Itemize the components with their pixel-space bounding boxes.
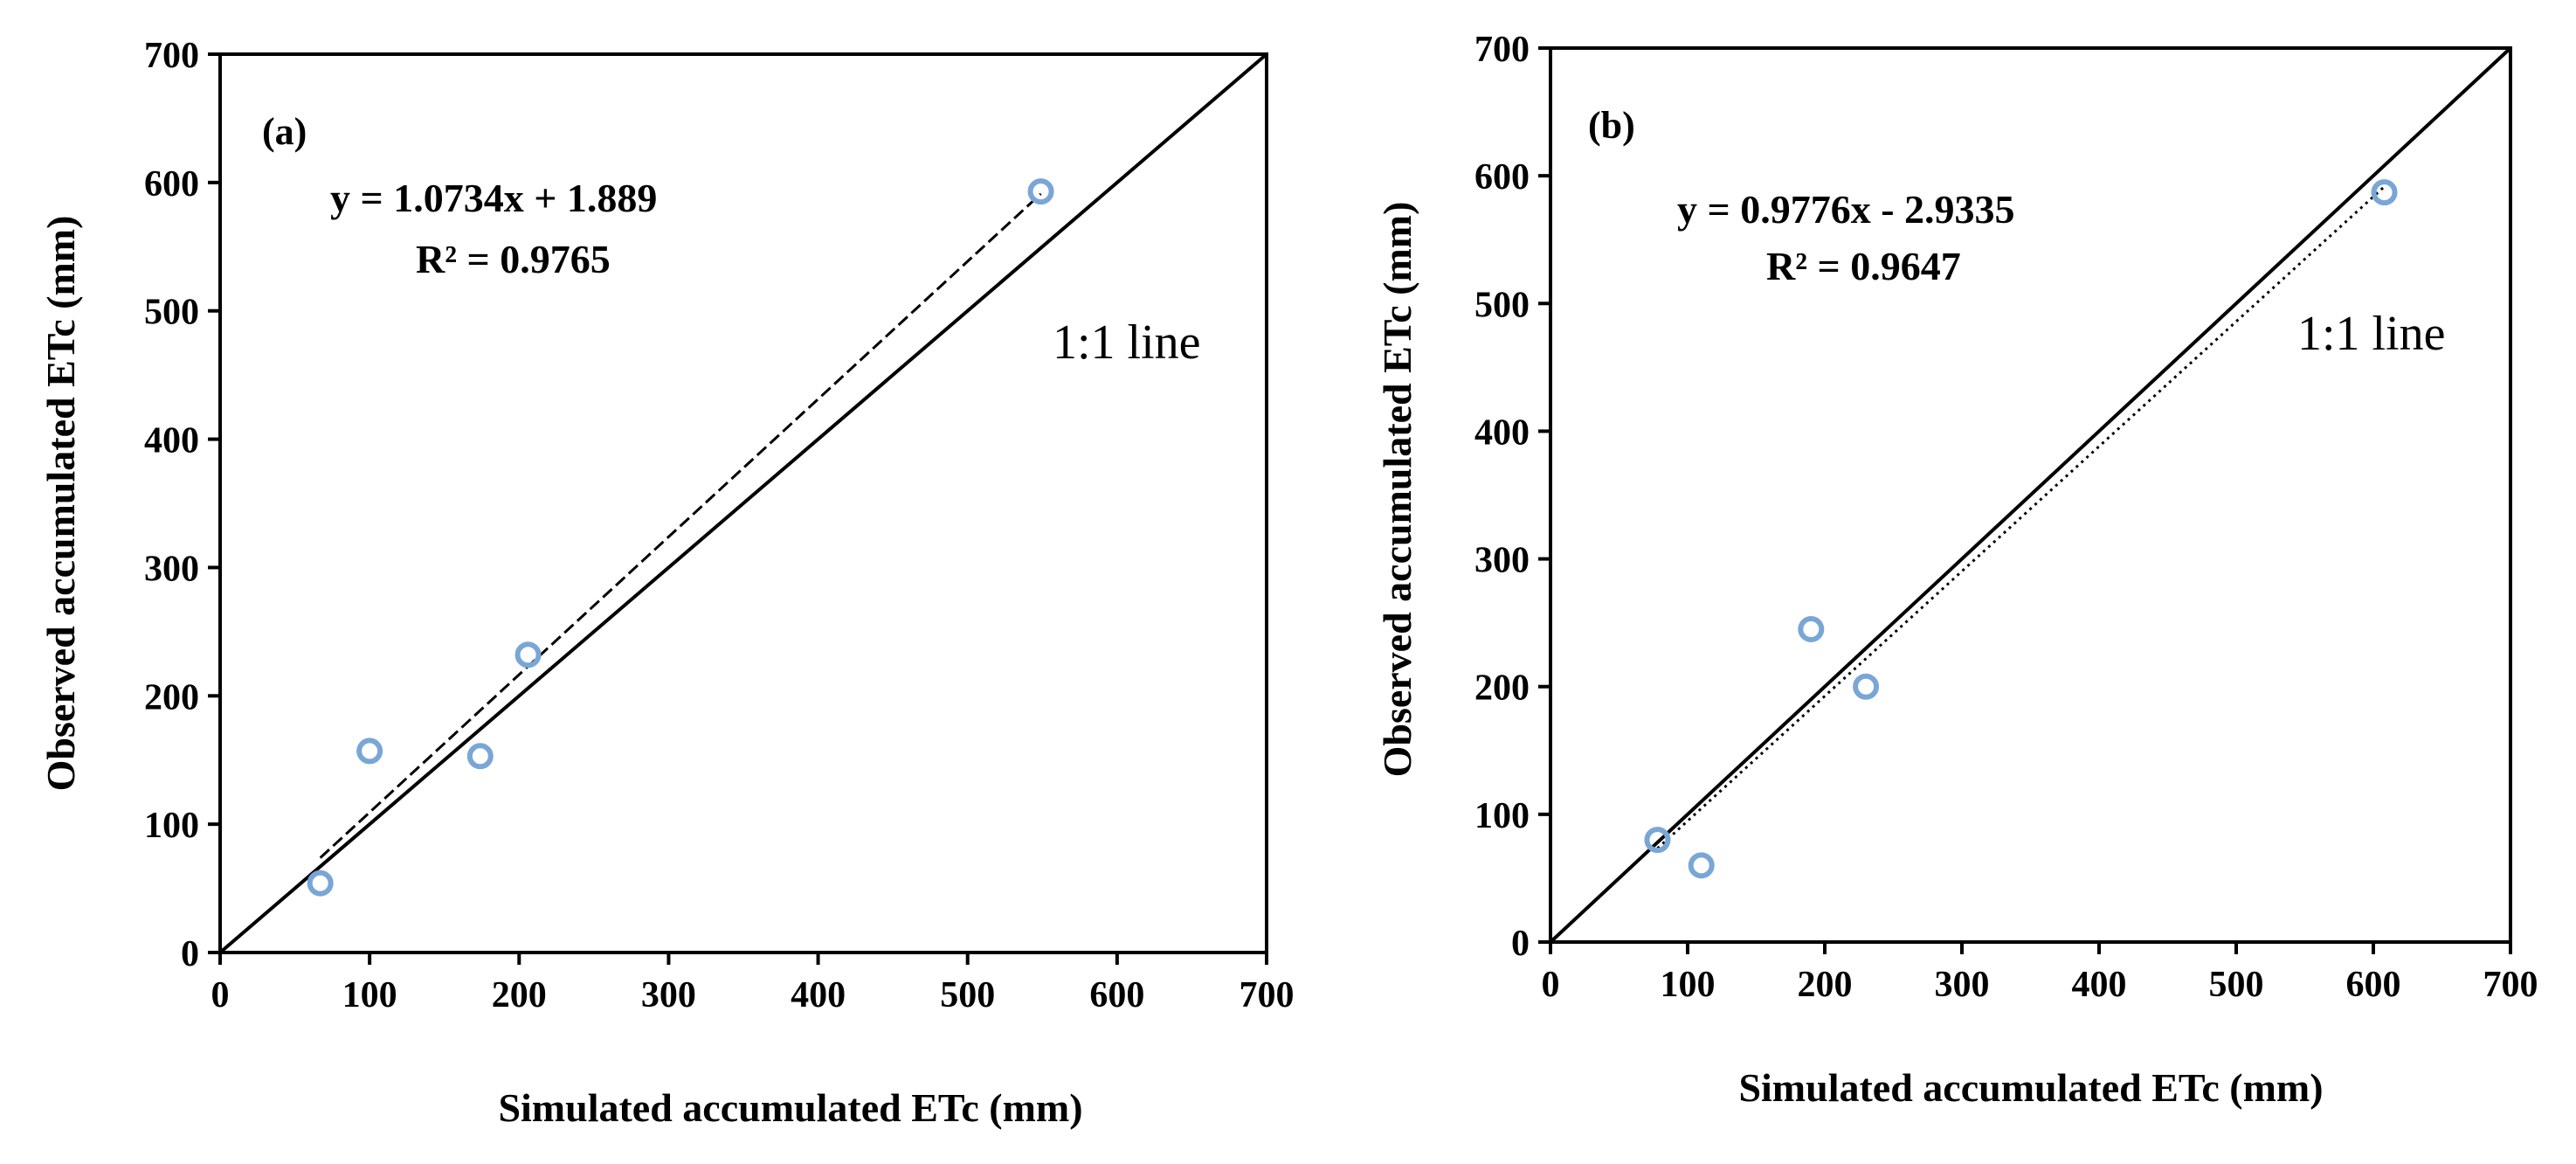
data-point (1644, 827, 1671, 854)
y-tick-label: 600 (144, 164, 199, 204)
data-point (1688, 852, 1715, 879)
x-tick-label: 0 (211, 975, 230, 1015)
y-tick-label: 200 (1474, 669, 1530, 709)
data-point (1027, 178, 1054, 205)
x-tick-label: 300 (1935, 965, 1990, 1005)
x-tick-label: 100 (342, 975, 397, 1015)
x-tick-label: 200 (492, 975, 547, 1015)
trendline-equation: y = 1.0734x + 1.889 (330, 176, 657, 220)
trendline-equation: y = 0.9776x - 2.9335 (1677, 187, 2015, 232)
x-tick-label: 600 (2346, 965, 2401, 1005)
panel-a: 0 100 200 300 400 500 600 700 0 100 200 300 400 500 6… (38, 36, 1295, 1130)
y-axis-title: Observed accumulated ETc (mm) (38, 216, 83, 792)
x-tick-label: 300 (641, 975, 696, 1015)
x-tick-label: 0 (1542, 965, 1560, 1005)
x-tick-label: 700 (1240, 975, 1295, 1015)
y-tick-label: 500 (1474, 285, 1530, 325)
y-tick-label: 600 (1474, 157, 1530, 197)
x-tick-label: 200 (1798, 965, 1853, 1005)
panel-label: (a) (262, 110, 307, 153)
y-axis-title: Observed accumulated ETc (mm) (1375, 202, 1419, 778)
y-tick-label: 200 (144, 677, 199, 717)
x-tick-label: 100 (1661, 965, 1716, 1005)
y-tick-label: 300 (144, 549, 199, 589)
x-tick-label: 500 (2209, 965, 2264, 1005)
x-tick-label: 500 (940, 975, 995, 1015)
y-tick-label: 500 (144, 293, 199, 333)
y-tick-label: 700 (1474, 30, 1530, 70)
one-to-one-line-label: 1:1 line (2297, 307, 2446, 361)
one-to-one-line (1549, 46, 2512, 944)
trendline (1656, 185, 2386, 849)
y-tick-label: 400 (1474, 412, 1530, 453)
x-tick-label: 600 (1089, 975, 1144, 1015)
one-to-one-line-label: 1:1 line (1053, 315, 1201, 370)
x-tick-label: 700 (2483, 965, 2538, 1005)
data-point (2371, 179, 2398, 206)
data-point (1853, 673, 1880, 700)
x-axis-title: Simulated accumulated ETc (mm) (498, 1085, 1082, 1130)
data-point (307, 870, 334, 897)
y-tick-label: 100 (144, 806, 199, 846)
plot-area-frame (1549, 46, 2512, 944)
x-axis-title: Simulated accumulated ETc (mm) (1738, 1065, 2323, 1110)
y-tick-label: 700 (144, 36, 199, 76)
one-to-one-line (218, 52, 1268, 954)
trendline (319, 192, 1042, 859)
data-point (466, 743, 494, 770)
data-point (356, 738, 383, 765)
y-tick-label: 0 (1511, 924, 1530, 964)
x-tick-label: 400 (791, 975, 846, 1015)
y-tick-label: 400 (144, 421, 199, 461)
data-point (515, 641, 542, 669)
panel-b: 0 100 200 300 400 500 600 700 0 100 200 300 400 500 6… (1375, 30, 2538, 1110)
data-point (1798, 615, 1825, 642)
panel-label: (b) (1588, 104, 1635, 147)
r-squared-label: R² = 0.9647 (1766, 244, 1961, 288)
y-tick-label: 0 (181, 934, 199, 974)
plot-area-frame (218, 52, 1268, 954)
y-tick-label: 100 (1474, 796, 1530, 836)
y-tick-label: 300 (1474, 541, 1530, 581)
x-tick-label: 400 (2072, 965, 2127, 1005)
r-squared-label: R² = 0.9765 (416, 237, 611, 281)
